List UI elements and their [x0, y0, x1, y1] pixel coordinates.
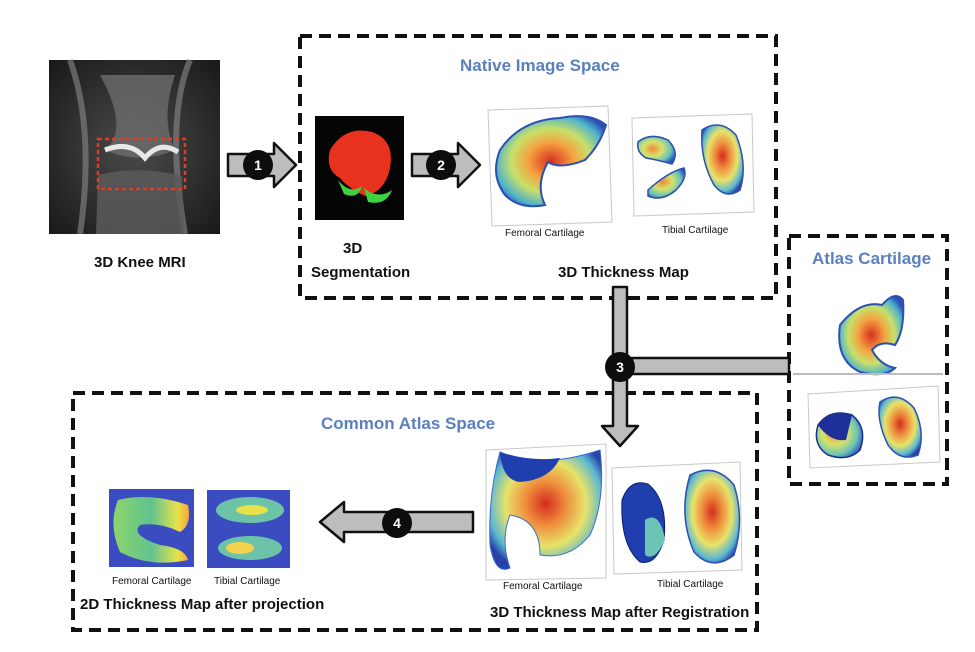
step-badge-1: 1	[243, 150, 273, 180]
atlas-femoral-image	[838, 295, 905, 376]
native-space-frame	[298, 34, 778, 300]
atlas-tibial-image	[807, 385, 941, 469]
step-badge-2: 2	[426, 150, 456, 180]
knee-mri-label: 3D Knee MRI	[94, 254, 186, 271]
knee-mri-image	[49, 58, 220, 235]
native-space-title: Native Image Space	[460, 56, 620, 75]
registered-tibial-3d	[611, 461, 743, 575]
segmentation-image	[315, 116, 404, 220]
step-badge-4: 4	[382, 508, 412, 538]
femoral-top-label: Femoral Cartilage	[505, 228, 585, 239]
tibial-2d-label: Tibial Cartilage	[214, 576, 281, 587]
registered-femoral-3d	[485, 443, 607, 581]
thickness-2d-label: 2D Thickness Map after projection	[80, 596, 325, 613]
tibial-2d-map	[207, 490, 290, 568]
atlas-cartilage-title: Atlas Cartilage	[812, 249, 932, 268]
thickness-map-label: 3D Thickness Map	[558, 264, 689, 281]
tibial-bottom-label: Tibial Cartilage	[657, 579, 724, 590]
common-space-title: Common Atlas Space	[321, 414, 496, 433]
femoral-2d-map	[109, 489, 194, 567]
tibial-thickness-3d	[631, 113, 755, 217]
femoral-thickness-3d	[487, 105, 613, 227]
femoral-2d-label: Femoral Cartilage	[112, 576, 192, 587]
thickness-after-registration-label: 3D Thickness Map after Registration	[490, 604, 750, 621]
femoral-bottom-label: Femoral Cartilage	[503, 581, 583, 592]
common-space-frame	[71, 391, 759, 632]
segmentation-label-line2: Segmentation	[311, 264, 411, 281]
segmentation-label-line1: 3D	[343, 240, 363, 257]
arrow-step-3-horizontal	[630, 356, 791, 376]
step-badge-3: 3	[605, 352, 635, 382]
tibial-top-label: Tibial Cartilage	[662, 225, 729, 236]
